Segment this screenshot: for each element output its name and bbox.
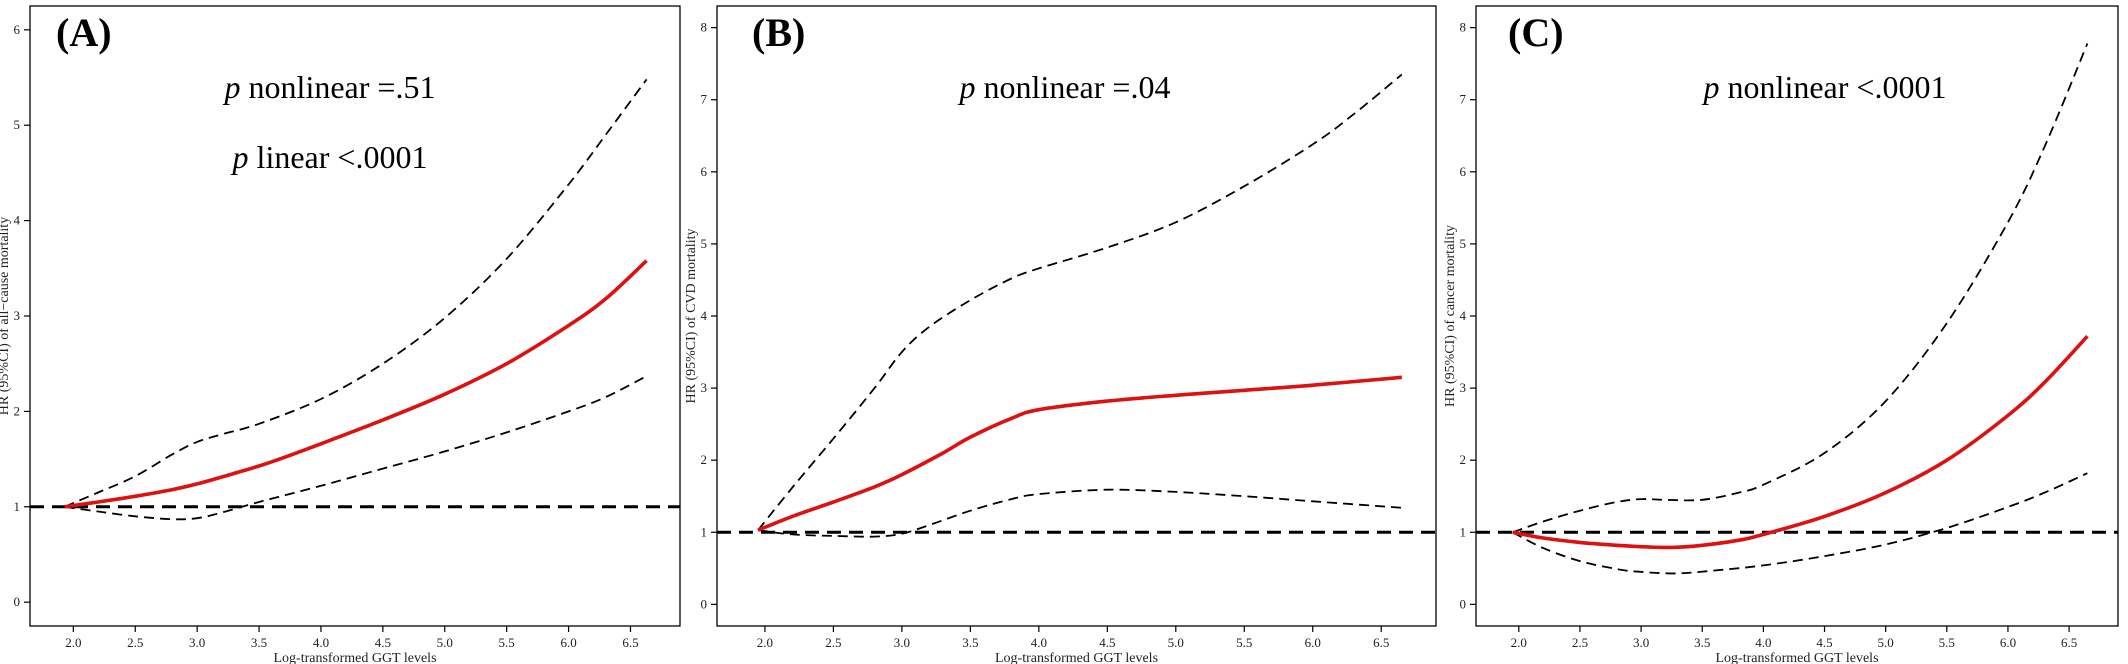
y-axis-title: HR (95%CI) of CVD mortality	[684, 229, 699, 404]
ci-lower-curve	[757, 488, 1402, 538]
x-tick-label: 3.5	[251, 635, 267, 650]
y-tick-label: 7	[1460, 92, 1467, 107]
x-tick-label: 5.0	[1168, 635, 1184, 650]
ci-upper-curve	[1512, 43, 2089, 534]
x-tick-label: 5.5	[1236, 635, 1252, 650]
x-tick-label: 6.5	[1373, 635, 1389, 650]
x-tick-label: 3.5	[962, 635, 978, 650]
p-symbol: p	[958, 69, 976, 105]
x-tick-label: 2.0	[757, 635, 773, 650]
x-tick-label: 2.5	[825, 635, 841, 650]
y-tick-label: 4	[1460, 308, 1467, 323]
y-tick-label: 2	[1460, 452, 1467, 467]
x-axis-title: Log-transformed GGT levels	[1715, 651, 1878, 664]
p-value-annotation: p nonlinear =.51	[223, 69, 436, 105]
x-axis-title: Log-transformed GGT levels	[995, 651, 1158, 664]
y-tick-label: 1	[701, 524, 708, 539]
hr-curve	[1512, 334, 2089, 550]
x-tick-label: 5.0	[437, 635, 453, 650]
x-tick-label: 2.0	[65, 635, 81, 650]
x-tick-label: 3.5	[1694, 635, 1710, 650]
x-tick-label: 5.0	[1878, 635, 1894, 650]
p-value-text: nonlinear <.0001	[1720, 69, 1947, 105]
x-tick-label: 6.0	[560, 635, 576, 650]
hr-curve	[64, 259, 648, 509]
p-symbol: p	[231, 139, 249, 175]
y-tick-label: 4	[701, 308, 708, 323]
y-tick-label: 5	[701, 236, 708, 251]
y-tick-label: 3	[701, 380, 708, 395]
panel-a: 0 1 2 3 4 5 6 2.0 2.5 3.0 3.5 4.0 4.5 5.0 5.5 6.0 6.5 Log…	[0, 5, 681, 664]
x-tick-label: 3.0	[1633, 635, 1649, 650]
panel-label: (C)	[1508, 10, 1564, 55]
p-value-annotation: p linear <.0001	[231, 139, 428, 175]
hr-curve	[757, 375, 1402, 532]
x-axis-title: Log-transformed GGT levels	[273, 651, 436, 664]
p-value-text: nonlinear =.04	[976, 69, 1171, 105]
x-tick-label: 4.0	[313, 635, 329, 650]
p-symbol: p	[223, 69, 241, 105]
y-tick-label: 5	[1460, 236, 1467, 251]
x-tick-label: 4.0	[1031, 635, 1047, 650]
x-tick-label: 4.5	[1816, 635, 1832, 650]
p-value-annotation: p nonlinear =.04	[958, 69, 1171, 105]
x-tick-label: 3.0	[189, 635, 205, 650]
y-tick-label: 1	[1460, 524, 1467, 539]
y-tick-label: 8	[1460, 20, 1467, 35]
y-tick-label: 6	[701, 164, 708, 179]
y-tick-label: 3	[14, 308, 21, 323]
ci-lower-curve	[64, 375, 648, 521]
panel-b: 0 1 2 3 4 5 6 7 8 2.0 2.5 3.0 3.5 4.0 4.5 5.0 5.5 6.0 6.5 L…	[684, 5, 1437, 664]
x-tick-label: 6.5	[2061, 635, 2077, 650]
x-tick-label: 4.5	[375, 635, 391, 650]
y-tick-label: 0	[1460, 596, 1467, 611]
y-tick-label: 0	[14, 594, 21, 609]
y-tick-label: 1	[14, 499, 21, 514]
y-tick-label: 6	[1460, 164, 1467, 179]
y-tick-label: 8	[701, 20, 708, 35]
x-tick-label: 2.5	[1572, 635, 1588, 650]
y-tick-label: 6	[14, 22, 21, 37]
panel-label: (B)	[752, 10, 805, 55]
y-tick-label: 3	[1460, 380, 1467, 395]
x-tick-label: 3.0	[894, 635, 910, 650]
y-tick-label: 5	[14, 117, 21, 132]
p-symbol: p	[1702, 69, 1720, 105]
y-tick-label: 7	[701, 92, 708, 107]
x-tick-label: 6.5	[622, 635, 638, 650]
x-tick-label: 5.5	[1939, 635, 1955, 650]
y-tick-label: 2	[14, 403, 21, 418]
ci-lower-curve	[1512, 472, 2088, 575]
x-tick-label: 2.5	[127, 635, 143, 650]
p-value-text: linear <.0001	[249, 139, 428, 175]
ci-upper-curve	[64, 78, 648, 508]
p-value-text: nonlinear =.51	[241, 69, 436, 105]
x-tick-label: 2.0	[1511, 635, 1527, 650]
y-axis-title: HR (95%CI) of all−cause mortality	[0, 217, 12, 415]
y-tick-label: 0	[701, 596, 708, 611]
y-tick-label: 2	[701, 452, 708, 467]
y-axis-title: HR (95%CI) of cancer mortality	[1443, 225, 1458, 407]
x-tick-label: 4.0	[1755, 635, 1771, 650]
x-tick-label: 5.5	[499, 635, 515, 650]
ci-upper-curve	[757, 73, 1403, 531]
y-tick-label: 4	[14, 213, 21, 228]
x-tick-label: 4.5	[1099, 635, 1115, 650]
panel-c: 0 1 2 3 4 5 6 7 8 2.0 2.5 3.0 3.5 4.0 4.5 5.0 5.5 6.0 6.5 L…	[1443, 5, 2119, 664]
x-tick-label: 6.0	[2000, 635, 2016, 650]
p-value-annotation: p nonlinear <.0001	[1702, 69, 1947, 105]
panel-label: (A)	[56, 10, 112, 55]
x-tick-label: 6.0	[1305, 635, 1321, 650]
